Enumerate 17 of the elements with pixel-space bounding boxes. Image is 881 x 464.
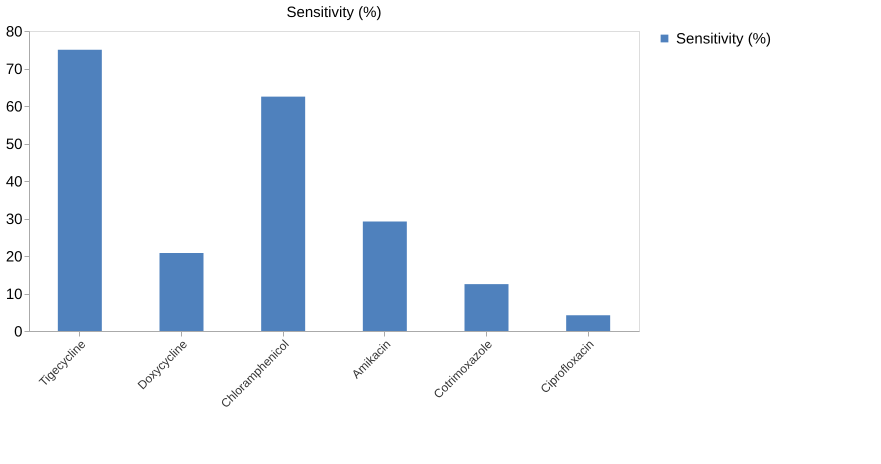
y-tick-label: 80 — [6, 24, 22, 40]
bar — [261, 96, 306, 331]
y-tick-label: 70 — [6, 61, 22, 78]
y-tick-label: 30 — [6, 211, 22, 228]
bar — [362, 222, 407, 331]
y-tick-label: 20 — [6, 248, 22, 266]
y-tick-label: 50 — [6, 136, 22, 153]
y-tick-label: 40 — [6, 174, 22, 190]
bar — [58, 50, 102, 331]
y-tick-label: 60 — [6, 98, 22, 116]
bar — [464, 284, 508, 331]
y-tick-label: 0 — [14, 324, 22, 340]
chart-title: Sensitivity (%) — [286, 4, 382, 21]
legend-label: Sensitivity (%) — [676, 30, 772, 48]
bar — [160, 253, 204, 331]
y-tick-label: 10 — [6, 286, 22, 303]
bar — [566, 315, 610, 331]
